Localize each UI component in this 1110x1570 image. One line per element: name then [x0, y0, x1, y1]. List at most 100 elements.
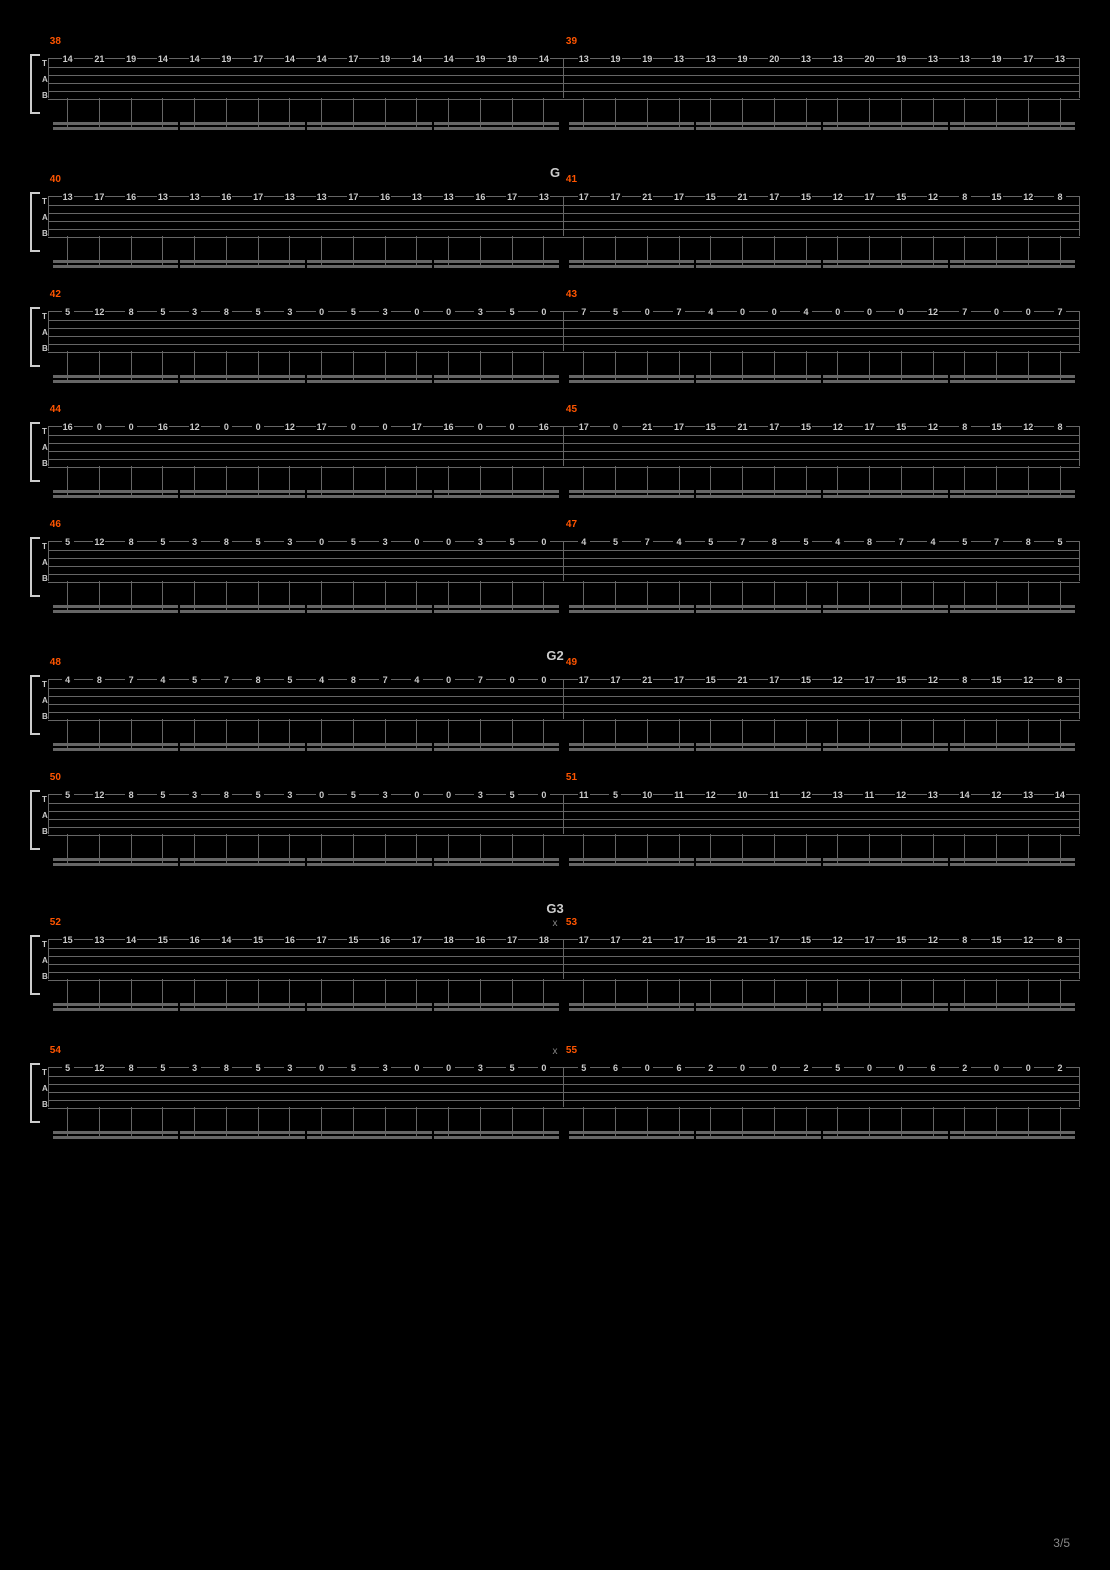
system-bracket [30, 307, 40, 367]
fret-number: 3 [474, 1063, 486, 1073]
fret-number: 8 [768, 537, 780, 547]
fret-number: 11 [673, 790, 685, 800]
beam [53, 1003, 178, 1006]
fret-number: 16 [538, 422, 550, 432]
beam [180, 260, 305, 263]
fret-number: 17 [864, 935, 876, 945]
staff-lines [564, 679, 1080, 721]
fret-number: 0 [768, 1063, 780, 1073]
fret-number: 0 [443, 675, 455, 685]
fret-number: 18 [443, 935, 455, 945]
fret-number: 3 [284, 307, 296, 317]
section-label: G3 [30, 901, 1080, 916]
fret-number: 21 [641, 422, 653, 432]
fret-number: 17 [347, 54, 359, 64]
fret-number: 5 [62, 307, 74, 317]
beam [823, 743, 948, 746]
fret-number: 4 [705, 307, 717, 317]
beam [180, 490, 305, 493]
fret-number: 17 [768, 192, 780, 202]
fret-number: 0 [220, 422, 232, 432]
fret-number: 3 [474, 537, 486, 547]
fret-number: 17 [252, 192, 264, 202]
fret-number: 0 [538, 307, 550, 317]
fret-number: 0 [252, 422, 264, 432]
fret-number: 5 [252, 1063, 264, 1073]
beam [53, 858, 178, 861]
beam [823, 122, 948, 125]
fret-number: 14 [443, 54, 455, 64]
fret-number: 10 [736, 790, 748, 800]
fret-number: 13 [1054, 54, 1066, 64]
beam [823, 605, 948, 608]
fret-number: 0 [538, 790, 550, 800]
tab-page: TAB3814211914141917141417191414191914391… [0, 0, 1110, 1204]
fret-number: 13 [927, 790, 939, 800]
fret-number: 13 [927, 54, 939, 64]
notes-row: 13171613131617131317161313161713 [48, 192, 564, 202]
fret-number: 0 [768, 307, 780, 317]
fret-number: 17 [1022, 54, 1034, 64]
barline [1079, 58, 1080, 98]
fret-number: 12 [93, 537, 105, 547]
notes-row: 51285385305300350 [48, 790, 564, 800]
fret-number: 0 [538, 1063, 550, 1073]
fret-number: 7 [673, 307, 685, 317]
beam-groups [48, 858, 564, 870]
measure-number: 48 [50, 657, 61, 668]
fret-number: 0 [1022, 1063, 1034, 1073]
fret-number: 16 [220, 192, 232, 202]
barline [1079, 196, 1080, 236]
fret-number: 8 [220, 790, 232, 800]
fret-number: 19 [506, 54, 518, 64]
fret-number: 0 [506, 675, 518, 685]
fret-number: 12 [93, 307, 105, 317]
beam [307, 1003, 432, 1006]
beam [569, 743, 694, 746]
beam-groups [48, 260, 564, 272]
fret-number: 7 [474, 675, 486, 685]
fret-number: 16 [284, 935, 296, 945]
section-label: G [30, 165, 1080, 180]
fret-number: 14 [125, 935, 137, 945]
tab-system: TAB5215131415161415161715161718161718531… [30, 931, 1080, 1021]
measures-container: 4013171613131617131317161313161713411717… [48, 188, 1080, 278]
measure: 5451285385305300350 [48, 1059, 564, 1149]
fret-number: 11 [578, 790, 590, 800]
fret-number: 0 [991, 1063, 1003, 1073]
measures-container: 3814211914141917141417191414191914391319… [48, 50, 1080, 140]
beam [950, 1131, 1075, 1134]
fret-number: 19 [641, 54, 653, 64]
fret-number: 17 [673, 192, 685, 202]
fret-number: 12 [927, 192, 939, 202]
measure-number: 51 [566, 772, 577, 783]
fret-number: 12 [93, 790, 105, 800]
fret-number: 7 [379, 675, 391, 685]
fret-number: 12 [832, 675, 844, 685]
beam [53, 375, 178, 378]
tab-system: TAB3814211914141917141417191414191914391… [30, 50, 1080, 140]
fret-number: 2 [800, 1063, 812, 1073]
fret-number: 8 [1022, 537, 1034, 547]
fret-number: 13 [578, 54, 590, 64]
tab-system: TAB4848745785487407004917172117152117151… [30, 671, 1080, 761]
beam [569, 375, 694, 378]
fret-number: 0 [991, 307, 1003, 317]
measures-container: 4416001612001217001716001645170211715211… [48, 418, 1080, 508]
fret-number: 0 [443, 537, 455, 547]
system-bracket [30, 422, 40, 482]
beam [569, 490, 694, 493]
beam [569, 1131, 694, 1134]
fret-number: 15 [990, 675, 1002, 685]
fret-number: 15 [62, 935, 74, 945]
system-bracket [30, 1063, 40, 1123]
notes-row: 171721171521171512171512815128 [564, 192, 1080, 202]
beam [307, 858, 432, 861]
barline [1079, 794, 1080, 834]
fret-number: 21 [737, 935, 749, 945]
fret-number: 6 [673, 1063, 685, 1073]
beam [434, 858, 559, 861]
fret-number: 8 [220, 1063, 232, 1073]
fret-number: 15 [800, 422, 812, 432]
barline [48, 58, 49, 98]
